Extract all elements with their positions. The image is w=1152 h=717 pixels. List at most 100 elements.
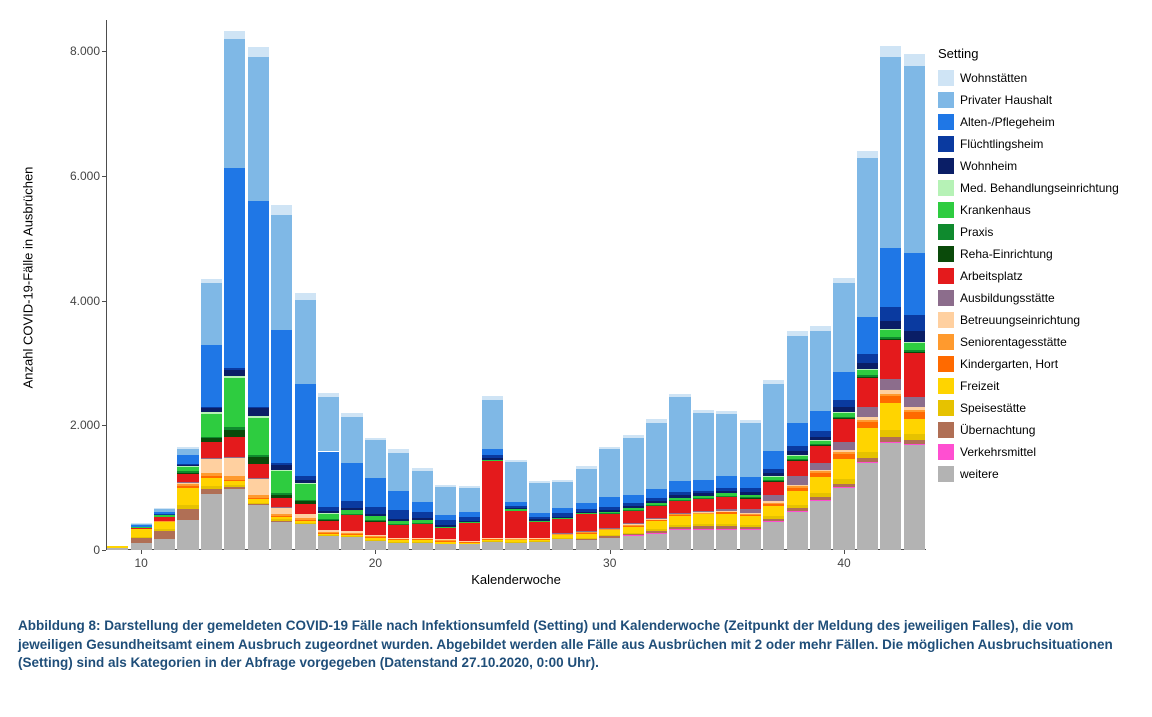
x-tick-label: 10 [134, 556, 147, 570]
bar-week-28 [552, 480, 573, 550]
legend-title: Setting [938, 46, 1130, 61]
bar-segment [459, 541, 480, 542]
bar-segment [388, 449, 409, 453]
bar-segment [904, 412, 925, 419]
bar-segment [857, 462, 878, 463]
bar-segment [459, 544, 480, 550]
bar-segment [740, 492, 761, 494]
bar-segment [833, 400, 854, 407]
bar-segment [576, 533, 597, 534]
bar-segment [271, 507, 292, 508]
bar-segment [857, 377, 878, 378]
bar-segment [880, 403, 901, 429]
bar-segment [505, 543, 526, 550]
bar-segment [529, 542, 550, 550]
bar-segment [271, 465, 292, 469]
bar-segment [505, 506, 526, 508]
bar-segment [341, 537, 362, 550]
x-tick-label: 40 [837, 556, 850, 570]
bar-week-25 [482, 396, 503, 550]
bar-segment [341, 501, 362, 508]
bar-segment [131, 528, 152, 530]
bar-segment [177, 483, 198, 484]
legend-item: Seniorentagesstätte [938, 331, 1130, 353]
bar-segment [224, 458, 245, 477]
bar-segment [459, 543, 480, 545]
bar-segment [904, 419, 925, 434]
legend-item: Arbeitsplatz [938, 265, 1130, 287]
bar-segment [599, 514, 620, 528]
legend-label: Flüchtlingsheim [960, 137, 1043, 151]
bar-segment [716, 509, 737, 511]
bar-segment [716, 511, 737, 512]
bar-segment [646, 506, 667, 518]
bar-segment [131, 525, 152, 527]
bar-week-29 [576, 466, 597, 550]
y-tick-label: 2.000 [70, 418, 100, 432]
bar-segment [740, 529, 761, 530]
bar-segment [201, 279, 222, 283]
bar-segment [833, 459, 854, 479]
bar-segment [365, 507, 386, 514]
bar-segment [904, 410, 925, 412]
bar-segment [740, 509, 761, 513]
bar-segment [857, 452, 878, 458]
bar-segment [482, 538, 503, 539]
bar-segment [412, 520, 433, 522]
bar-segment [623, 511, 644, 523]
bar-segment [248, 495, 269, 498]
bar-segment [248, 464, 269, 478]
bar-segment [810, 431, 831, 437]
bar-segment [576, 509, 597, 512]
bar-segment [763, 384, 784, 451]
bar-segment [833, 488, 854, 550]
bar-segment [857, 317, 878, 353]
bar-segment [412, 538, 433, 539]
bar-segment [201, 459, 222, 473]
bar-segment [810, 445, 831, 462]
bar-week-16 [271, 205, 292, 550]
bar-segment [576, 531, 597, 532]
bar-segment [295, 384, 316, 476]
bar-segment [248, 503, 269, 504]
legend-label: Arbeitsplatz [960, 269, 1023, 283]
bar-segment [857, 158, 878, 317]
bar-segment [857, 363, 878, 369]
bar-segment [880, 340, 901, 379]
bar-week-40 [833, 278, 854, 550]
bar-segment [107, 546, 128, 548]
bar-segment [646, 423, 667, 489]
bar-segment [248, 478, 269, 479]
bar-segment [904, 353, 925, 397]
bar-segment [341, 510, 362, 514]
bar-segment [177, 473, 198, 474]
bar-segment [787, 511, 808, 512]
bar-segment [740, 497, 761, 498]
legend-swatch [938, 114, 954, 130]
bar-segment [669, 513, 690, 514]
legend-item: Speisestätte [938, 397, 1130, 419]
bar-segment [505, 462, 526, 502]
bar-segment [482, 455, 503, 459]
bar-segment [482, 539, 503, 541]
bar-segment [693, 526, 714, 528]
bar-segment [576, 533, 597, 537]
bar-segment [904, 54, 925, 65]
bar-segment [154, 517, 175, 521]
bar-segment [646, 503, 667, 505]
bar-segment [177, 482, 198, 483]
bar-segment [177, 520, 198, 550]
bar-segment [763, 476, 784, 477]
bar-segment [904, 66, 925, 253]
bar-segment [341, 536, 362, 537]
legend-label: Seniorentagesstätte [960, 335, 1067, 349]
bar-segment [880, 339, 901, 340]
bar-segment [857, 422, 878, 428]
bar-segment [271, 508, 292, 515]
bar-segment [716, 512, 737, 514]
bar-segment [646, 518, 667, 519]
bar-segment [388, 524, 409, 525]
bar-segment [763, 451, 784, 469]
bar-segment [646, 531, 667, 533]
bar-segment [318, 393, 339, 397]
